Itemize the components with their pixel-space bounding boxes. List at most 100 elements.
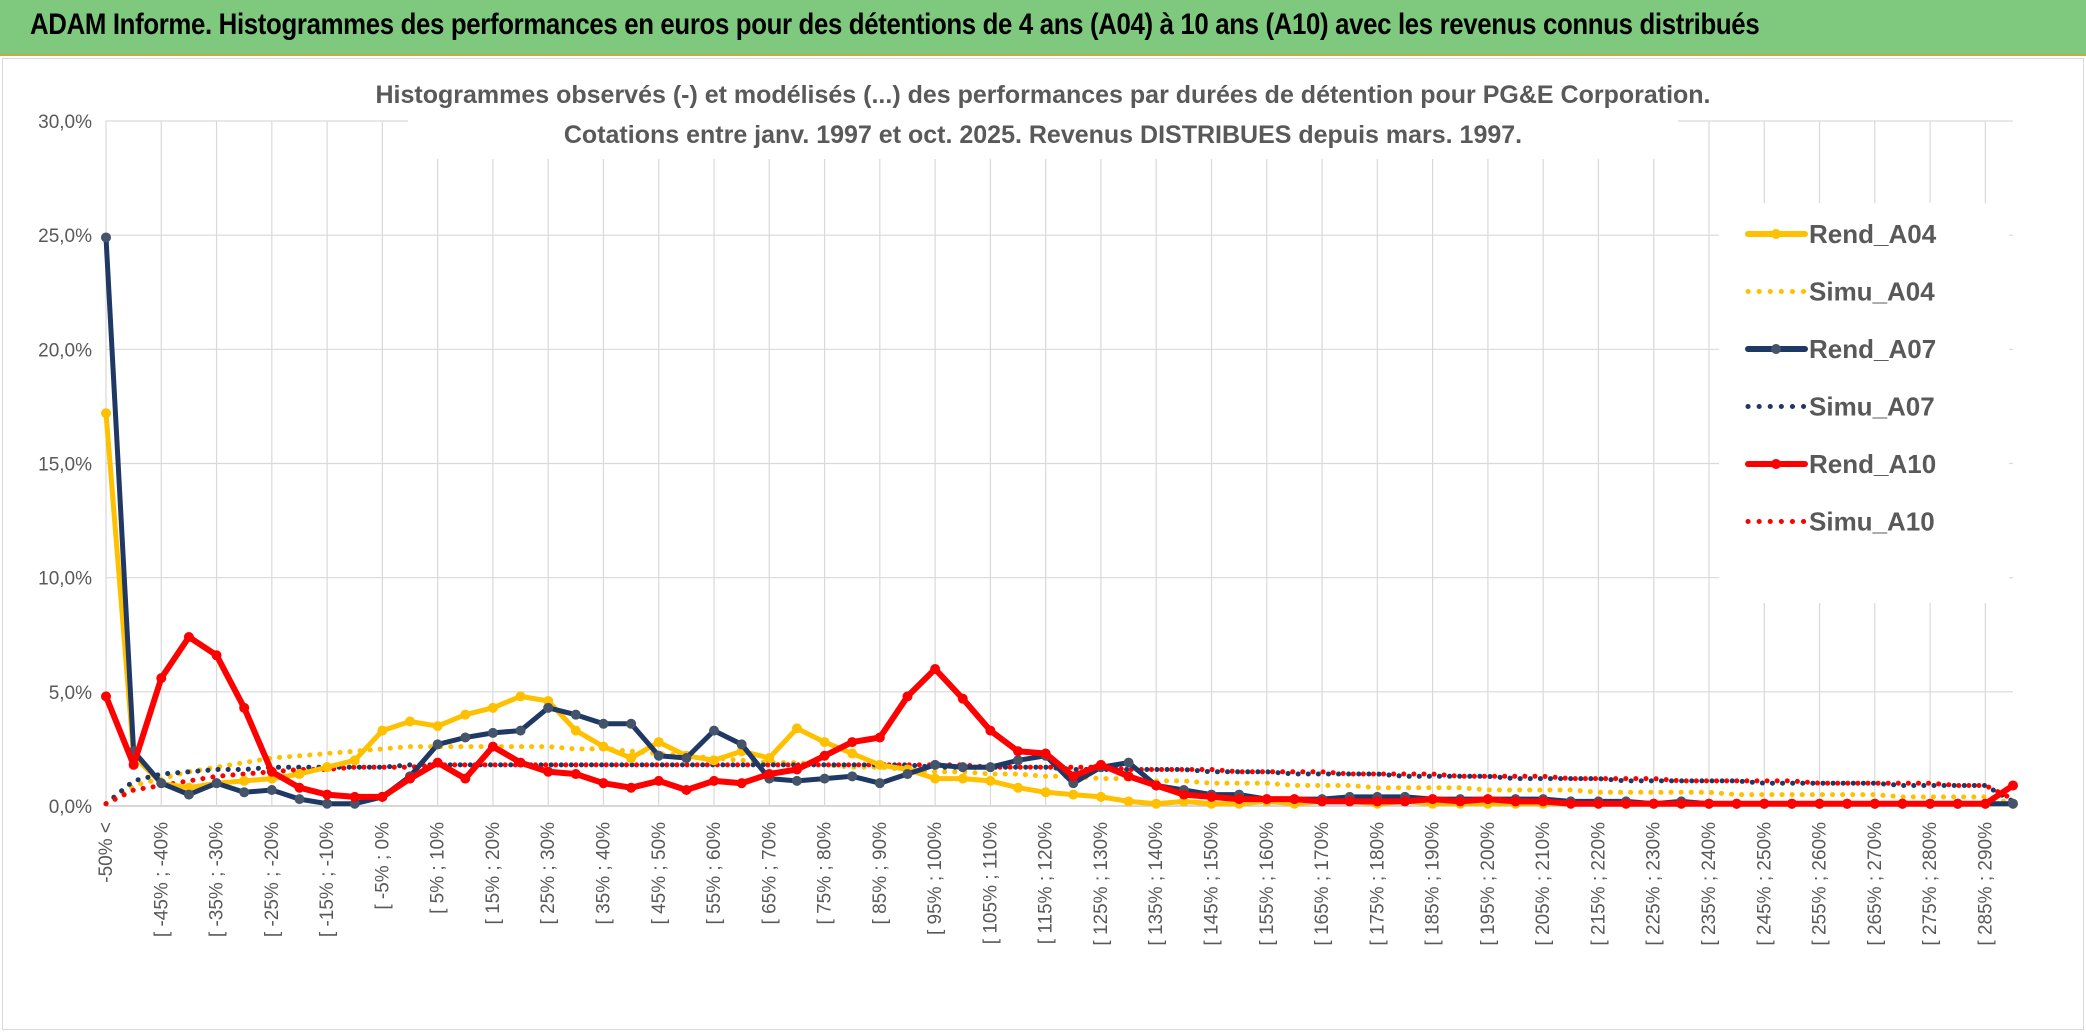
data-point-rend_a10 <box>819 750 830 761</box>
data-point-rend_a10 <box>1455 796 1466 807</box>
data-point-rend_a04 <box>709 755 720 766</box>
data-point-rend_a10 <box>1842 798 1853 809</box>
data-point-rend_a04 <box>239 775 250 786</box>
data-point-rend_a04 <box>874 759 885 770</box>
data-point-rend_a04 <box>598 741 609 752</box>
legend-label-rend_a07: Rend_A07 <box>1809 334 1936 364</box>
data-point-rend_a10 <box>1980 798 1991 809</box>
data-point-rend_a04 <box>377 725 388 736</box>
data-point-rend_a10 <box>156 673 167 684</box>
data-point-rend_a10 <box>1565 798 1576 809</box>
x-tick-label: [ 85% ; 90% <box>870 822 891 925</box>
data-point-rend_a04 <box>1068 789 1079 800</box>
data-point-rend_a10 <box>902 691 913 702</box>
x-tick-label: [ 105% ; 110% <box>980 822 1001 944</box>
series-line-rend_a10 <box>103 634 2016 807</box>
data-point-rend_a10 <box>1068 771 1079 782</box>
data-point-rend_a04 <box>1013 782 1024 793</box>
data-point-rend_a10 <box>239 702 250 713</box>
data-point-rend_a07 <box>930 759 941 770</box>
data-point-rend_a04 <box>405 716 416 727</box>
y-tick-label: 15,0% <box>38 455 92 476</box>
legend-marker-rend_a10 <box>1771 459 1781 469</box>
legend: Rend_A04 Simu_A04 Rend_A07 Simu_A07 Rend_A10… <box>1719 203 2009 603</box>
x-tick-label: [ 5% ; 10% <box>428 822 449 914</box>
data-point-rend_a10 <box>1482 794 1493 805</box>
data-point-rend_a10 <box>1206 791 1217 802</box>
data-point-rend_a07 <box>709 725 720 736</box>
report-title: ADAM Informe. Histogrammes des performan… <box>30 8 1760 41</box>
data-point-rend_a04 <box>1151 798 1162 809</box>
data-point-rend_a10 <box>543 766 554 777</box>
data-point-rend_a10 <box>183 632 194 643</box>
data-point-rend_a10 <box>1399 796 1410 807</box>
x-tick-label: [ 265% ; 270% <box>1865 822 1886 946</box>
data-point-rend_a10 <box>1510 796 1521 807</box>
data-point-rend_a07 <box>515 725 526 736</box>
data-point-rend_a07 <box>791 775 802 786</box>
data-point-rend_a07 <box>101 232 111 243</box>
legend-label-simu_a07: Simu_A07 <box>1809 392 1935 422</box>
x-tick-label: [ -15% ; -10% <box>317 822 338 937</box>
legend-label-simu_a04: Simu_A04 <box>1809 277 1935 307</box>
data-point-rend_a10 <box>598 778 609 789</box>
data-point-rend_a07 <box>736 739 747 750</box>
data-point-rend_a04 <box>487 702 498 713</box>
x-tick-label: [ 195% ; 200% <box>1478 822 1499 946</box>
data-point-rend_a10 <box>985 725 996 736</box>
data-point-rend_a10 <box>847 737 858 748</box>
data-point-rend_a07 <box>1123 757 1134 768</box>
legend-label-rend_a04: Rend_A04 <box>1809 219 1937 249</box>
data-point-rend_a10 <box>1814 798 1825 809</box>
y-axis: 0,0% 5,0% 10,0% 15,0% 20,0% 25,0% 30,0% <box>38 112 92 818</box>
grid-lines <box>105 120 2013 807</box>
x-tick-label: [ 65% ; 70% <box>759 822 780 925</box>
x-tick-label: [ 145% ; 150% <box>1202 822 1223 946</box>
data-point-rend_a10 <box>322 789 333 800</box>
data-point-rend_a07 <box>681 753 692 764</box>
x-tick-label: [ 165% ; 170% <box>1312 822 1333 946</box>
data-point-rend_a10 <box>1538 796 1549 807</box>
legend-label-simu_a10: Simu_A10 <box>1809 507 1935 537</box>
data-point-rend_a07 <box>598 718 609 729</box>
x-tick-label: [ 185% ; 190% <box>1423 822 1444 946</box>
data-point-rend_a10 <box>709 775 720 786</box>
data-point-rend_a07 <box>985 762 996 773</box>
data-point-rend_a07 <box>266 785 277 796</box>
data-point-rend_a04 <box>819 737 830 748</box>
data-point-rend_a04 <box>957 773 968 784</box>
data-point-rend_a04 <box>985 775 996 786</box>
data-point-rend_a10 <box>626 782 637 793</box>
data-point-rend_a10 <box>681 785 692 796</box>
data-point-rend_a10 <box>1289 794 1300 805</box>
x-tick-label: [ 175% ; 180% <box>1367 822 1388 946</box>
data-point-rend_a07 <box>874 778 885 789</box>
legend-marker-rend_a07 <box>1771 344 1781 354</box>
data-point-rend_a04 <box>432 721 443 732</box>
data-point-rend_a04 <box>764 753 775 764</box>
data-point-rend_a10 <box>1427 794 1438 805</box>
x-tick-label: [ 75% ; 80% <box>815 822 836 925</box>
data-point-rend_a07 <box>432 739 443 750</box>
y-tick-label: 25,0% <box>38 226 92 247</box>
x-tick-label: [ 215% ; 220% <box>1588 822 1609 946</box>
data-point-rend_a04 <box>1123 796 1134 807</box>
data-point-rend_a04 <box>847 748 858 759</box>
data-point-rend_a07 <box>1013 755 1024 766</box>
chart-container: Histogrammes observés (-) et modélisés (… <box>2 58 2084 1030</box>
x-tick-label: [ 15% ; 20% <box>483 822 504 925</box>
data-point-rend_a10 <box>1703 798 1714 809</box>
legend-background <box>1719 203 2009 603</box>
chart-title: Histogrammes observés (-) et modélisés (… <box>375 59 1711 159</box>
data-point-rend_a10 <box>1869 798 1880 809</box>
data-point-rend_a10 <box>1925 798 1936 809</box>
data-point-rend_a07 <box>570 709 581 720</box>
data-point-rend_a10 <box>1372 796 1383 807</box>
data-point-rend_a10 <box>1786 798 1797 809</box>
x-tick-label: [ 205% ; 210% <box>1533 822 1554 946</box>
data-point-rend_a04 <box>791 723 802 734</box>
data-point-rend_a04 <box>515 691 526 702</box>
data-point-rend_a10 <box>432 757 443 768</box>
data-point-rend_a10 <box>653 775 664 786</box>
x-tick-label: [ 255% ; 260% <box>1810 822 1831 946</box>
